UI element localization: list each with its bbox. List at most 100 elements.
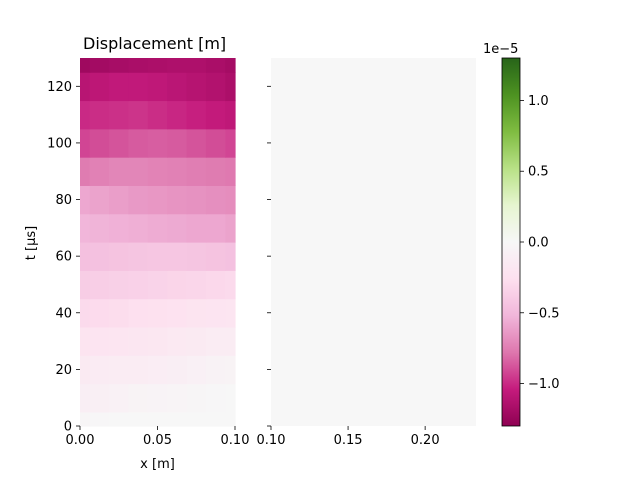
x-tick-label: 0.00	[66, 433, 95, 448]
heatmap-cell	[186, 128, 207, 158]
heatmap-cell	[186, 185, 207, 215]
heatmap-cell	[167, 157, 188, 186]
colorbar-gradient	[501, 57, 521, 427]
heatmap-cell	[80, 157, 91, 186]
heatmap-cell	[225, 326, 236, 356]
heatmap-cell	[205, 383, 226, 413]
heatmap-cell	[225, 383, 236, 413]
heatmap-cell	[186, 157, 207, 186]
heatmap-cell	[147, 270, 168, 300]
heatmap-cell	[128, 355, 149, 385]
heatmap-cell	[225, 185, 236, 215]
heatmap-cell	[147, 128, 168, 158]
heatmap-cell	[205, 72, 226, 102]
heatmap-cell	[225, 58, 236, 73]
y-tick-label: 120	[47, 80, 72, 95]
heatmap-cell	[225, 157, 236, 186]
heatmap-cell	[167, 58, 188, 73]
heatmap-cell	[186, 213, 207, 243]
heatmap-cell	[186, 100, 207, 130]
heatmap-cell	[80, 100, 91, 130]
colorbar-tick-label: −0.5	[528, 306, 560, 321]
heatmap-cell	[80, 128, 91, 158]
heatmap-cell	[167, 128, 188, 158]
heatmap-cell	[147, 100, 168, 130]
heatmap-cell	[89, 270, 110, 300]
heatmap-cell	[89, 355, 110, 385]
heatmap-cell	[109, 270, 130, 300]
heatmap-cell	[167, 185, 188, 215]
heatmap-cell	[109, 326, 130, 356]
heatmap-cell	[128, 383, 149, 413]
y-tick-label: 0	[64, 420, 72, 435]
heatmap-cell	[205, 213, 226, 243]
heatmap-cell	[109, 128, 130, 158]
heatmap-cell	[80, 355, 91, 385]
heatmap-cell	[167, 383, 188, 413]
heatmap-cell	[186, 58, 207, 73]
y-tick-label: 40	[55, 306, 72, 321]
heatmap-cell	[205, 185, 226, 215]
heatmap-cell	[89, 326, 110, 356]
heatmap-cell	[109, 185, 130, 215]
heatmap-cell	[186, 411, 207, 427]
heatmap-right-panel: 0.10 0.15 0.20	[257, 58, 476, 448]
right-x-axis-ticks: 0.10 0.15 0.20	[257, 426, 440, 448]
heatmap-cell	[80, 298, 91, 328]
heatmap-cell	[80, 242, 91, 271]
colorbar: −1.0 −0.5 0.0 0.5 1.0 1e−5	[483, 42, 560, 427]
y-tick-label: 100	[47, 136, 72, 151]
heatmap-cell	[128, 58, 149, 73]
colorbar-tick-label: 0.0	[528, 236, 549, 251]
heatmap-cell	[225, 242, 236, 271]
heatmap-cell	[147, 58, 168, 73]
x-axis-label: x [m]	[140, 457, 175, 472]
heatmap-cell	[167, 242, 188, 271]
heatmap-cell	[205, 326, 226, 356]
heatmap-cell	[147, 411, 168, 427]
heatmap-cell	[89, 72, 110, 102]
heatmap-cell	[128, 185, 149, 215]
y-tick-label: 20	[55, 363, 72, 378]
heatmap-cell	[109, 213, 130, 243]
heatmap-cell	[225, 213, 236, 243]
heatmap-cell	[109, 242, 130, 271]
x-tick-label: 0.20	[411, 433, 440, 448]
heatmap-cell	[167, 298, 188, 328]
heatmap-cell	[205, 411, 226, 427]
heatmap-cell	[225, 411, 236, 427]
heatmap-cell	[147, 185, 168, 215]
y-tick-label: 60	[55, 250, 72, 265]
heatmap-cell	[89, 157, 110, 186]
heatmap-cell	[147, 326, 168, 356]
heatmap-cell	[147, 157, 168, 186]
heatmap-cell	[128, 270, 149, 300]
heatmap-cell	[109, 58, 130, 73]
x-tick-label: 0.10	[221, 433, 250, 448]
heatmap-cell	[167, 411, 188, 427]
colorbar-ticks: −1.0 −0.5 0.0 0.5 1.0	[520, 94, 560, 392]
heatmap-cell	[80, 383, 91, 413]
chart-title: Displacement [m]	[83, 34, 226, 53]
heatmap-cell	[80, 58, 91, 73]
heatmap-cell	[225, 270, 236, 300]
heatmap-cell	[80, 411, 91, 427]
heatmap-cell	[109, 100, 130, 130]
heatmap-cell	[147, 213, 168, 243]
right-y-axis-ticks	[267, 85, 271, 427]
heatmap-cell	[225, 128, 236, 158]
heatmap-cell	[109, 72, 130, 102]
heatmap-cell	[89, 58, 110, 73]
heatmap-cell	[205, 355, 226, 385]
heatmap-cell	[89, 411, 110, 427]
x-tick-label: 0.10	[257, 433, 286, 448]
heatmap-cell	[186, 242, 207, 271]
heatmap-cell	[205, 128, 226, 158]
heatmap-cell	[167, 270, 188, 300]
heatmap-left-cells	[80, 58, 236, 427]
heatmap-cell	[186, 326, 207, 356]
heatmap-cell	[147, 298, 168, 328]
heatmap-cell	[205, 270, 226, 300]
heatmap-cell	[147, 242, 168, 271]
